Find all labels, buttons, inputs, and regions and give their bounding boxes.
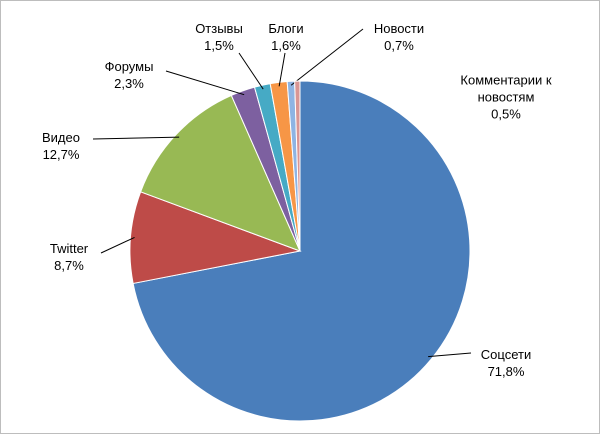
value-label: 2,3%: [114, 76, 144, 91]
category-name: Видео: [42, 130, 80, 145]
slice-label: Новости 0,7%: [344, 20, 454, 54]
value-label: 12,7%: [42, 147, 80, 162]
slice-label: Блоги 1,6%: [231, 20, 341, 54]
pie-slice: [139, 94, 301, 252]
pie-slice: [129, 191, 302, 285]
leader-line: [290, 28, 364, 86]
value-label: 0,7%: [384, 38, 414, 53]
leader-line: [100, 236, 135, 254]
slice-label: Отзывы 1,5%: [164, 20, 274, 54]
leader-line: [165, 70, 245, 96]
category-name: Twitter: [49, 241, 89, 256]
leader-line: [238, 52, 264, 90]
slice-label: Комментарии к новостям 0,5%: [456, 72, 556, 123]
category-name: Блоги: [268, 21, 304, 36]
slice-label: Видео 12,7%: [6, 129, 116, 163]
category-name: Отзывы: [195, 21, 243, 36]
pie-slice: [294, 80, 301, 252]
category-name: Комментарии к новостям: [460, 72, 552, 105]
value-label: 1,5%: [204, 38, 234, 53]
category-name: Форумы: [104, 59, 154, 74]
slice-label: Twitter 8,7%: [14, 240, 124, 274]
value-label: 0,5%: [491, 106, 521, 122]
slice-label: Форумы 2,3%: [74, 58, 184, 92]
category-name: Соцсети: [480, 347, 532, 362]
slice-label: Соцсети 71,8%: [451, 346, 561, 380]
leader-line: [92, 136, 180, 140]
value-label: 71,8%: [487, 364, 525, 379]
leader-line: [278, 52, 286, 87]
leader-line: [428, 352, 472, 358]
pie-slice: [132, 80, 471, 422]
value-label: 1,6%: [271, 38, 301, 53]
category-name: Новости: [373, 21, 425, 36]
value-label: 8,7%: [54, 258, 84, 273]
